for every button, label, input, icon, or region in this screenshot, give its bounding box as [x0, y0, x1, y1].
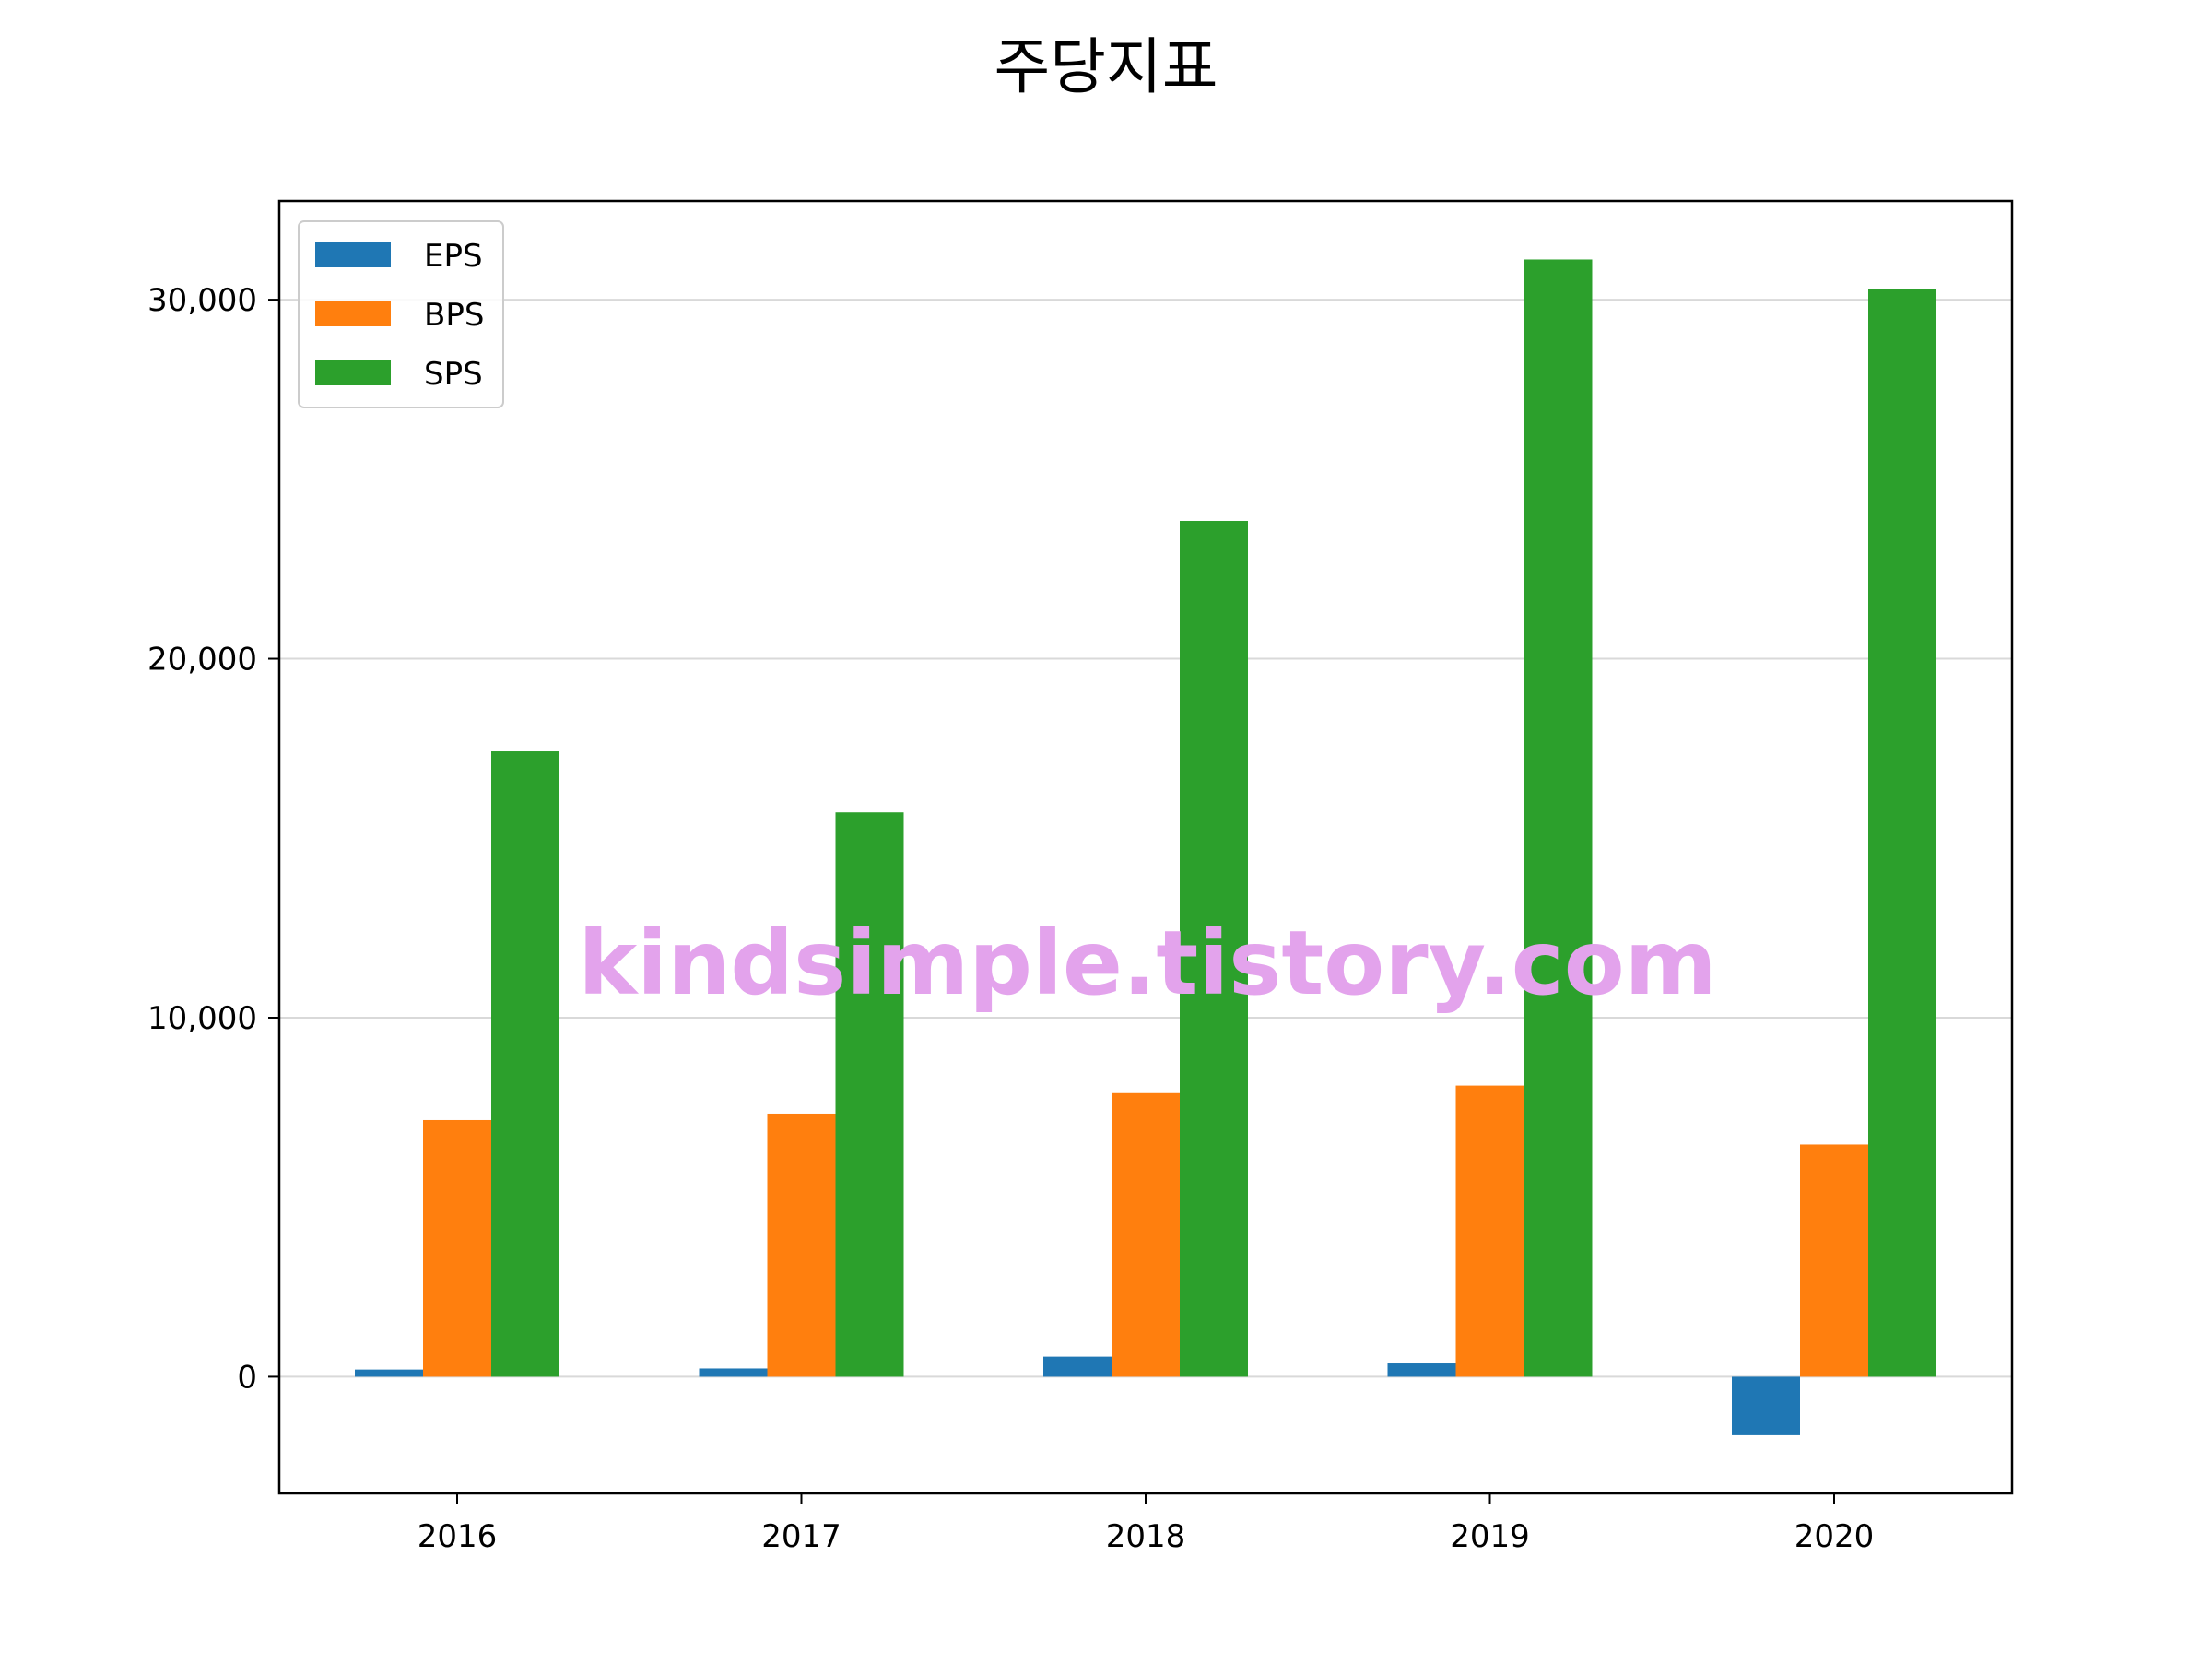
bar-sps-2019 — [1524, 259, 1593, 1377]
bar-bps-2017 — [767, 1113, 836, 1377]
bar-bps-2020 — [1800, 1144, 1868, 1377]
legend-label-eps: EPS — [424, 238, 483, 275]
bar-sps-2016 — [491, 751, 559, 1377]
bars — [355, 259, 1936, 1435]
legend: EPS BPS SPS — [298, 220, 504, 408]
bar-eps-2019 — [1387, 1363, 1456, 1377]
bar-eps-2016 — [355, 1369, 423, 1377]
bar-eps-2020 — [1732, 1376, 1800, 1435]
bar-bps-2016 — [423, 1119, 491, 1377]
x-tick-label: 2018 — [1106, 1518, 1186, 1555]
x-tick-label: 2017 — [761, 1518, 841, 1555]
bar-bps-2019 — [1455, 1085, 1524, 1377]
bar-eps-2017 — [699, 1368, 768, 1377]
legend-label-sps: SPS — [424, 356, 483, 393]
y-tick-label: 10,000 — [147, 1000, 257, 1037]
chart-title: 주당지표 — [994, 31, 1218, 102]
legend-swatch-eps — [315, 242, 391, 267]
y-tick-label: 0 — [237, 1359, 257, 1396]
y-tick-label: 20,000 — [147, 642, 257, 678]
legend-swatch-bps — [315, 301, 391, 326]
bar-bps-2018 — [1112, 1092, 1180, 1377]
y-axis: 0 10,000 20,000 30,000 — [147, 282, 279, 1396]
bar-sps-2020 — [1868, 289, 1936, 1377]
legend-label-bps: BPS — [424, 297, 484, 334]
x-tick-label: 2019 — [1450, 1518, 1530, 1555]
plot-frame — [277, 199, 2014, 1495]
grid — [279, 299, 2012, 1378]
x-tick-label: 2020 — [1794, 1518, 1875, 1555]
bar-eps-2018 — [1043, 1356, 1112, 1377]
y-tick-label: 30,000 — [147, 282, 257, 319]
x-tick-label: 2016 — [418, 1518, 498, 1555]
watermark-text: kindsimple.tistory.com — [578, 912, 1716, 1015]
x-axis: 2016 2017 2018 2019 2020 — [418, 1493, 1875, 1555]
bar-sps-2017 — [835, 812, 904, 1377]
bar-sps-2018 — [1180, 520, 1248, 1377]
legend-swatch-sps — [315, 360, 391, 385]
